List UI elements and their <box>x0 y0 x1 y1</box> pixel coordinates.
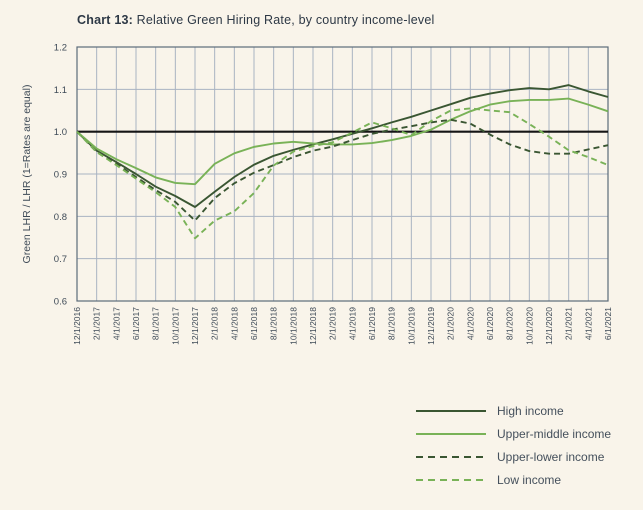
y-tick-label: 1.2 <box>54 43 67 54</box>
legend-line-swatch <box>416 409 486 412</box>
x-tick-label: 2/1/2018 <box>210 307 220 340</box>
legend-label: Upper-middle income <box>497 426 612 441</box>
x-tick-label: 12/1/2018 <box>308 307 318 345</box>
chart-title-number: Chart 13: <box>77 13 133 27</box>
y-tick-label: 0.8 <box>54 212 67 223</box>
x-tick-label: 8/1/2020 <box>505 307 515 340</box>
x-tick-label: 4/1/2017 <box>111 307 121 340</box>
plot-border <box>76 46 609 302</box>
y-tick-label: 0.6 <box>54 297 67 308</box>
legend-line-swatch <box>416 455 486 458</box>
series-line-low-income <box>76 107 609 240</box>
x-tick-label: 2/1/2019 <box>328 307 338 340</box>
legend-item-high-income: High income <box>416 399 611 422</box>
x-tick-label: 6/1/2020 <box>485 307 495 340</box>
y-tick-label: 0.9 <box>54 170 67 181</box>
x-tick-label: 2/1/2017 <box>92 307 102 340</box>
chart-legend: High income Upper-middle income Upper-lo… <box>416 399 611 491</box>
x-tick-label: 10/1/2019 <box>406 307 416 345</box>
x-tick-label: 12/1/2019 <box>426 307 436 345</box>
chart-title-text: Relative Green Hiring Rate, by country i… <box>132 13 435 27</box>
legend-line-swatch <box>416 478 486 481</box>
legend-label: High income <box>497 403 564 418</box>
x-tick-label: 12/1/2020 <box>544 307 554 345</box>
x-tick-label: 2/1/2021 <box>564 307 574 340</box>
series-line-upper-lower-income <box>76 118 609 222</box>
legend-line-swatch <box>416 432 486 435</box>
x-tick-label: 6/1/2017 <box>131 307 141 340</box>
x-tick-label: 10/1/2017 <box>170 307 180 345</box>
x-tick-label: 10/1/2018 <box>288 307 298 345</box>
legend-label: Low income <box>497 472 562 487</box>
y-tick-label: 1.1 <box>54 85 67 96</box>
x-tick-label: 4/1/2018 <box>229 307 239 340</box>
x-tick-label: 6/1/2019 <box>367 307 377 340</box>
x-tick-label: 6/1/2021 <box>603 307 613 340</box>
legend-label: Upper-lower income <box>497 449 605 464</box>
x-tick-label: 8/1/2017 <box>151 307 161 340</box>
y-axis-title: Green LHR / LHR (1=Rates are equal) <box>21 85 33 264</box>
x-tick-label: 12/1/2017 <box>190 307 200 345</box>
legend-item-upper-lower-income: Upper-lower income <box>416 445 611 468</box>
x-tick-label: 4/1/2021 <box>583 307 593 340</box>
x-tick-label: 10/1/2020 <box>524 307 534 345</box>
series-line-upper-middle-income <box>76 97 609 186</box>
x-tick-label: 2/1/2020 <box>446 307 456 340</box>
x-tick-label: 6/1/2018 <box>249 307 259 340</box>
x-tick-label: 8/1/2019 <box>387 307 397 340</box>
y-tick-label: 1.0 <box>54 127 67 138</box>
chart-title: Chart 13: Relative Green Hiring Rate, by… <box>77 13 434 27</box>
y-tick-label: 0.7 <box>54 254 67 265</box>
legend-item-upper-middle-income: Upper-middle income <box>416 422 611 445</box>
x-tick-label: 8/1/2018 <box>269 307 279 340</box>
legend-item-low-income: Low income <box>416 468 611 491</box>
series-line-high-income <box>76 84 609 208</box>
x-tick-label: 4/1/2019 <box>347 307 357 340</box>
x-tick-label: 12/1/2016 <box>72 307 82 345</box>
x-tick-label: 4/1/2020 <box>465 307 475 340</box>
